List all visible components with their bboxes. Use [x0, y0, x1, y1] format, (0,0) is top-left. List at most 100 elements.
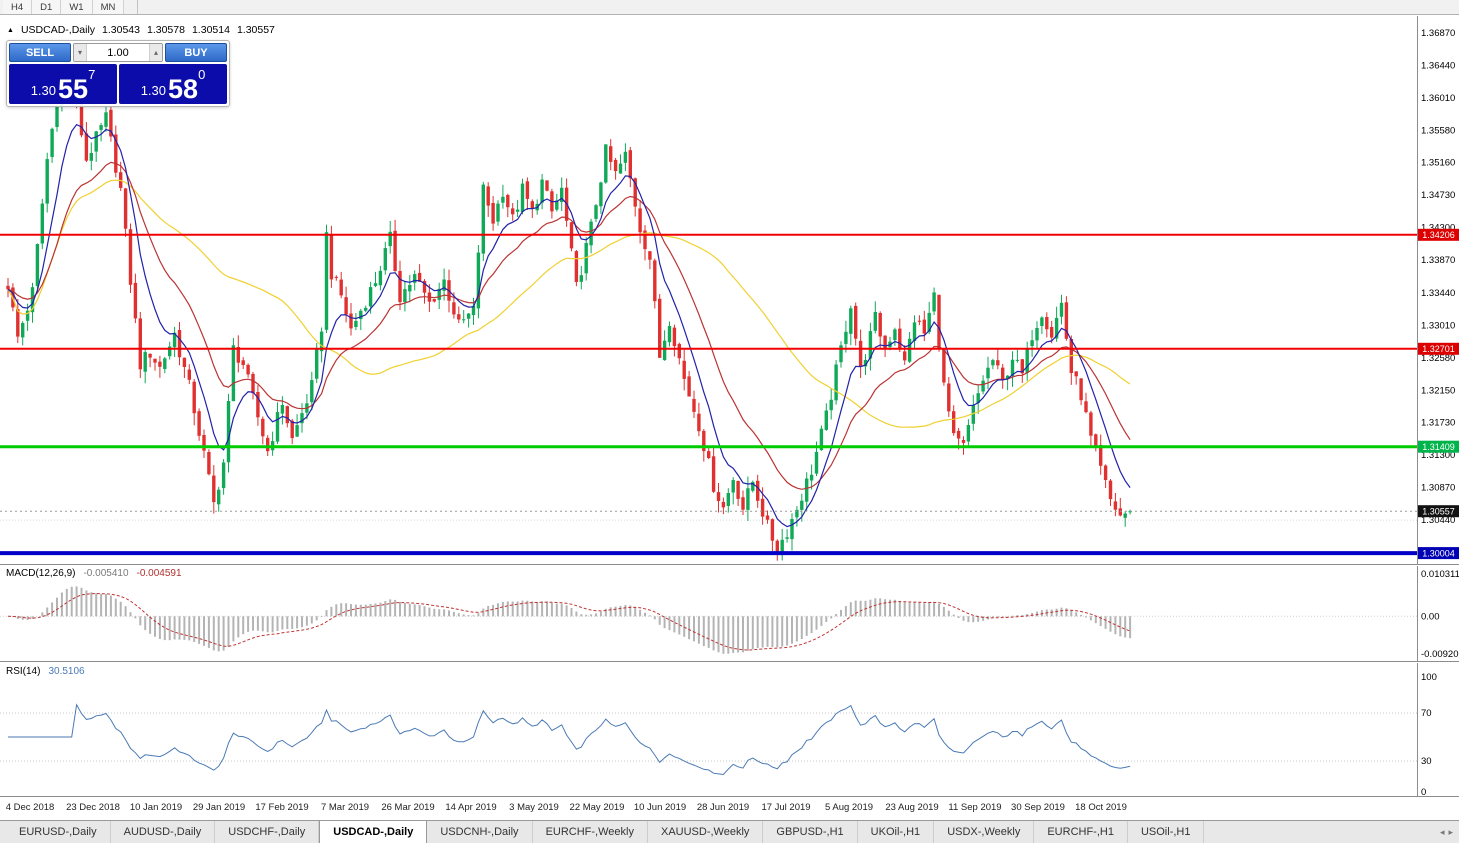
- svg-text:0: 0: [1421, 787, 1426, 797]
- sell-price-base: 1.30: [30, 83, 57, 98]
- timeframe-h4[interactable]: H4: [3, 0, 33, 14]
- volume-value[interactable]: 1.00: [107, 46, 129, 59]
- svg-text:1.33440: 1.33440: [1421, 288, 1455, 299]
- buy-price-display[interactable]: 1.30 58 0: [119, 64, 227, 104]
- svg-text:0.010311: 0.010311: [1421, 569, 1459, 580]
- date-label: 5 Aug 2019: [824, 802, 874, 813]
- symbol-period-label: USDCAD-,Daily: [20, 24, 96, 36]
- main-chart-canvas[interactable]: 1.36870 1.36440 1.36010 1.35580 1.35160 1.347…: [0, 16, 1459, 565]
- date-label: 3 May 2019: [509, 802, 559, 813]
- level-price-tag: 1.30004: [1418, 547, 1459, 560]
- buy-price-base: 1.30: [140, 83, 167, 98]
- svg-text:1.32580: 1.32580: [1421, 353, 1455, 364]
- high-value: 1.30578: [147, 24, 185, 36]
- time-axis[interactable]: 4 Dec 2018 23 Dec 2018 10 Jan 2019 29 Jan 2…: [0, 798, 1459, 820]
- svg-text:1.31730: 1.31730: [1421, 417, 1455, 428]
- macd-indicator-label: MACD(12,26,9) -0.005410 -0.004591: [6, 568, 182, 579]
- svg-text:1.36440: 1.36440: [1421, 61, 1455, 72]
- rsi-panel-canvas[interactable]: 100 70 30 0: [0, 663, 1459, 797]
- chart-tab-gbpusd-h1[interactable]: GBPUSD-,H1: [763, 821, 858, 843]
- chart-window: 1.36870 1.36440 1.36010 1.35580 1.35160 1.347…: [0, 16, 1459, 820]
- date-label: 26 Mar 2019: [381, 802, 435, 813]
- sell-price-pips: 55: [58, 74, 89, 105]
- chart-tab-usdcnh-daily[interactable]: USDCNH-,Daily: [427, 821, 533, 843]
- svg-text:1.35580: 1.35580: [1421, 126, 1455, 137]
- rsi-axis[interactable]: 100 70 30 0: [1421, 672, 1437, 797]
- buy-button[interactable]: BUY: [165, 43, 227, 62]
- macd-histogram: [11, 586, 1132, 654]
- timeframe-mn[interactable]: MN: [92, 0, 125, 14]
- svg-text:1.33870: 1.33870: [1421, 255, 1455, 266]
- sell-price-display[interactable]: 1.30 55 7: [9, 64, 117, 104]
- chart-tab-usdchf-daily[interactable]: USDCHF-,Daily: [215, 821, 320, 843]
- svg-text:1.30004: 1.30004: [1422, 548, 1455, 558]
- chart-tab-eurchf-h1[interactable]: EURCHF-,H1: [1034, 821, 1128, 843]
- timeframe-toolbar: H4 D1 W1 MN: [0, 0, 1459, 15]
- date-label: 29 Jan 2019: [192, 802, 246, 813]
- macd-axis[interactable]: 0.010311 0.00 -0.00920: [1421, 569, 1459, 660]
- chart-tab-usoil-h1[interactable]: USOil-,H1: [1128, 821, 1205, 843]
- sell-button[interactable]: SELL: [9, 43, 71, 62]
- collapse-triangle-icon[interactable]: ▲: [7, 26, 14, 34]
- macd-main-value: -0.005410: [83, 568, 129, 579]
- svg-text:1.36870: 1.36870: [1421, 28, 1455, 39]
- svg-text:1.33010: 1.33010: [1421, 320, 1455, 331]
- timeframe-d1[interactable]: D1: [32, 0, 62, 14]
- svg-text:1.32150: 1.32150: [1421, 386, 1455, 397]
- macd-name: MACD(12,26,9): [6, 568, 76, 579]
- svg-text:1.34206: 1.34206: [1422, 230, 1455, 240]
- svg-text:1.36010: 1.36010: [1421, 93, 1455, 104]
- trade-buttons-row: SELL ▾ 1.00 ▴ BUY: [9, 43, 227, 62]
- rsi-indicator-label: RSI(14) 30.5106: [6, 666, 85, 677]
- rsi-line: [8, 703, 1131, 776]
- price-axis[interactable]: 1.36870 1.36440 1.36010 1.35580 1.35160 1.347…: [1421, 28, 1455, 526]
- macd-signal-value: -0.004591: [136, 568, 182, 579]
- chart-tab-usdx-weekly[interactable]: USDX-,Weekly: [934, 821, 1035, 843]
- current-price-tag: 1.30557: [1418, 505, 1459, 518]
- chart-tab-ukoil-h1[interactable]: UKOil-,H1: [858, 821, 935, 843]
- svg-text:30: 30: [1421, 756, 1432, 767]
- rsi-name: RSI(14): [6, 666, 41, 677]
- date-label: 22 May 2019: [569, 802, 625, 813]
- chart-tab-xauusd-weekly[interactable]: XAUUSD-,Weekly: [648, 821, 764, 843]
- date-label: 23 Aug 2019: [885, 802, 939, 813]
- svg-text:100: 100: [1421, 672, 1437, 683]
- volume-up-icon[interactable]: ▴: [149, 44, 162, 61]
- date-label: 11 Sep 2019: [948, 802, 1002, 813]
- chart-tab-usdcad-daily[interactable]: USDCAD-,Daily: [319, 821, 428, 843]
- svg-text:0.00: 0.00: [1421, 611, 1440, 622]
- svg-text:1.30440: 1.30440: [1421, 515, 1455, 526]
- svg-text:1.31409: 1.31409: [1422, 442, 1455, 452]
- date-label: 30 Sep 2019: [1011, 802, 1065, 813]
- tab-scroll-controls: ◂ ▸: [1434, 821, 1459, 843]
- trade-prices-row: 1.30 55 7 1.30 58 0: [9, 64, 227, 104]
- timeframe-w1[interactable]: W1: [61, 0, 93, 14]
- date-label: 10 Jan 2019: [129, 802, 183, 813]
- tabs-scroll-right-icon[interactable]: ▸: [1448, 826, 1453, 837]
- chart-tab-bar: EURUSD-,Daily AUDUSD-,Daily USDCHF-,Daily U…: [0, 820, 1459, 843]
- toolbar-separator: [124, 0, 139, 14]
- svg-text:1.30557: 1.30557: [1422, 506, 1455, 516]
- macd-signal-line: [7, 593, 1131, 651]
- volume-field[interactable]: ▾ 1.00 ▴: [73, 43, 163, 62]
- date-label: 17 Jul 2019: [761, 802, 811, 813]
- level-price-tag: 1.34206: [1418, 228, 1459, 241]
- date-label: 14 Apr 2019: [445, 802, 497, 813]
- chart-tab-eurchf-weekly[interactable]: EURCHF-,Weekly: [533, 821, 648, 843]
- svg-text:1.30870: 1.30870: [1421, 483, 1455, 494]
- level-price-tag: 1.31409: [1418, 440, 1459, 453]
- ma-slow-line: [7, 179, 1131, 428]
- date-label: 10 Jun 2019: [633, 802, 687, 813]
- volume-down-icon[interactable]: ▾: [74, 44, 87, 61]
- macd-panel-canvas[interactable]: 0.010311 0.00 -0.00920: [0, 566, 1459, 662]
- svg-text:1.34300: 1.34300: [1421, 223, 1455, 234]
- chart-tab-audusd-daily[interactable]: AUDUSD-,Daily: [111, 821, 216, 843]
- chart-tab-eurusd-daily[interactable]: EURUSD-,Daily: [6, 821, 111, 843]
- buy-price-pips: 58: [168, 74, 199, 105]
- date-label: 7 Mar 2019: [320, 802, 370, 813]
- open-value: 1.30543: [102, 24, 140, 36]
- ma-mid-line: [7, 161, 1131, 490]
- tabs-scroll-left-icon[interactable]: ◂: [1439, 826, 1445, 837]
- candlesticks: [6, 59, 1132, 561]
